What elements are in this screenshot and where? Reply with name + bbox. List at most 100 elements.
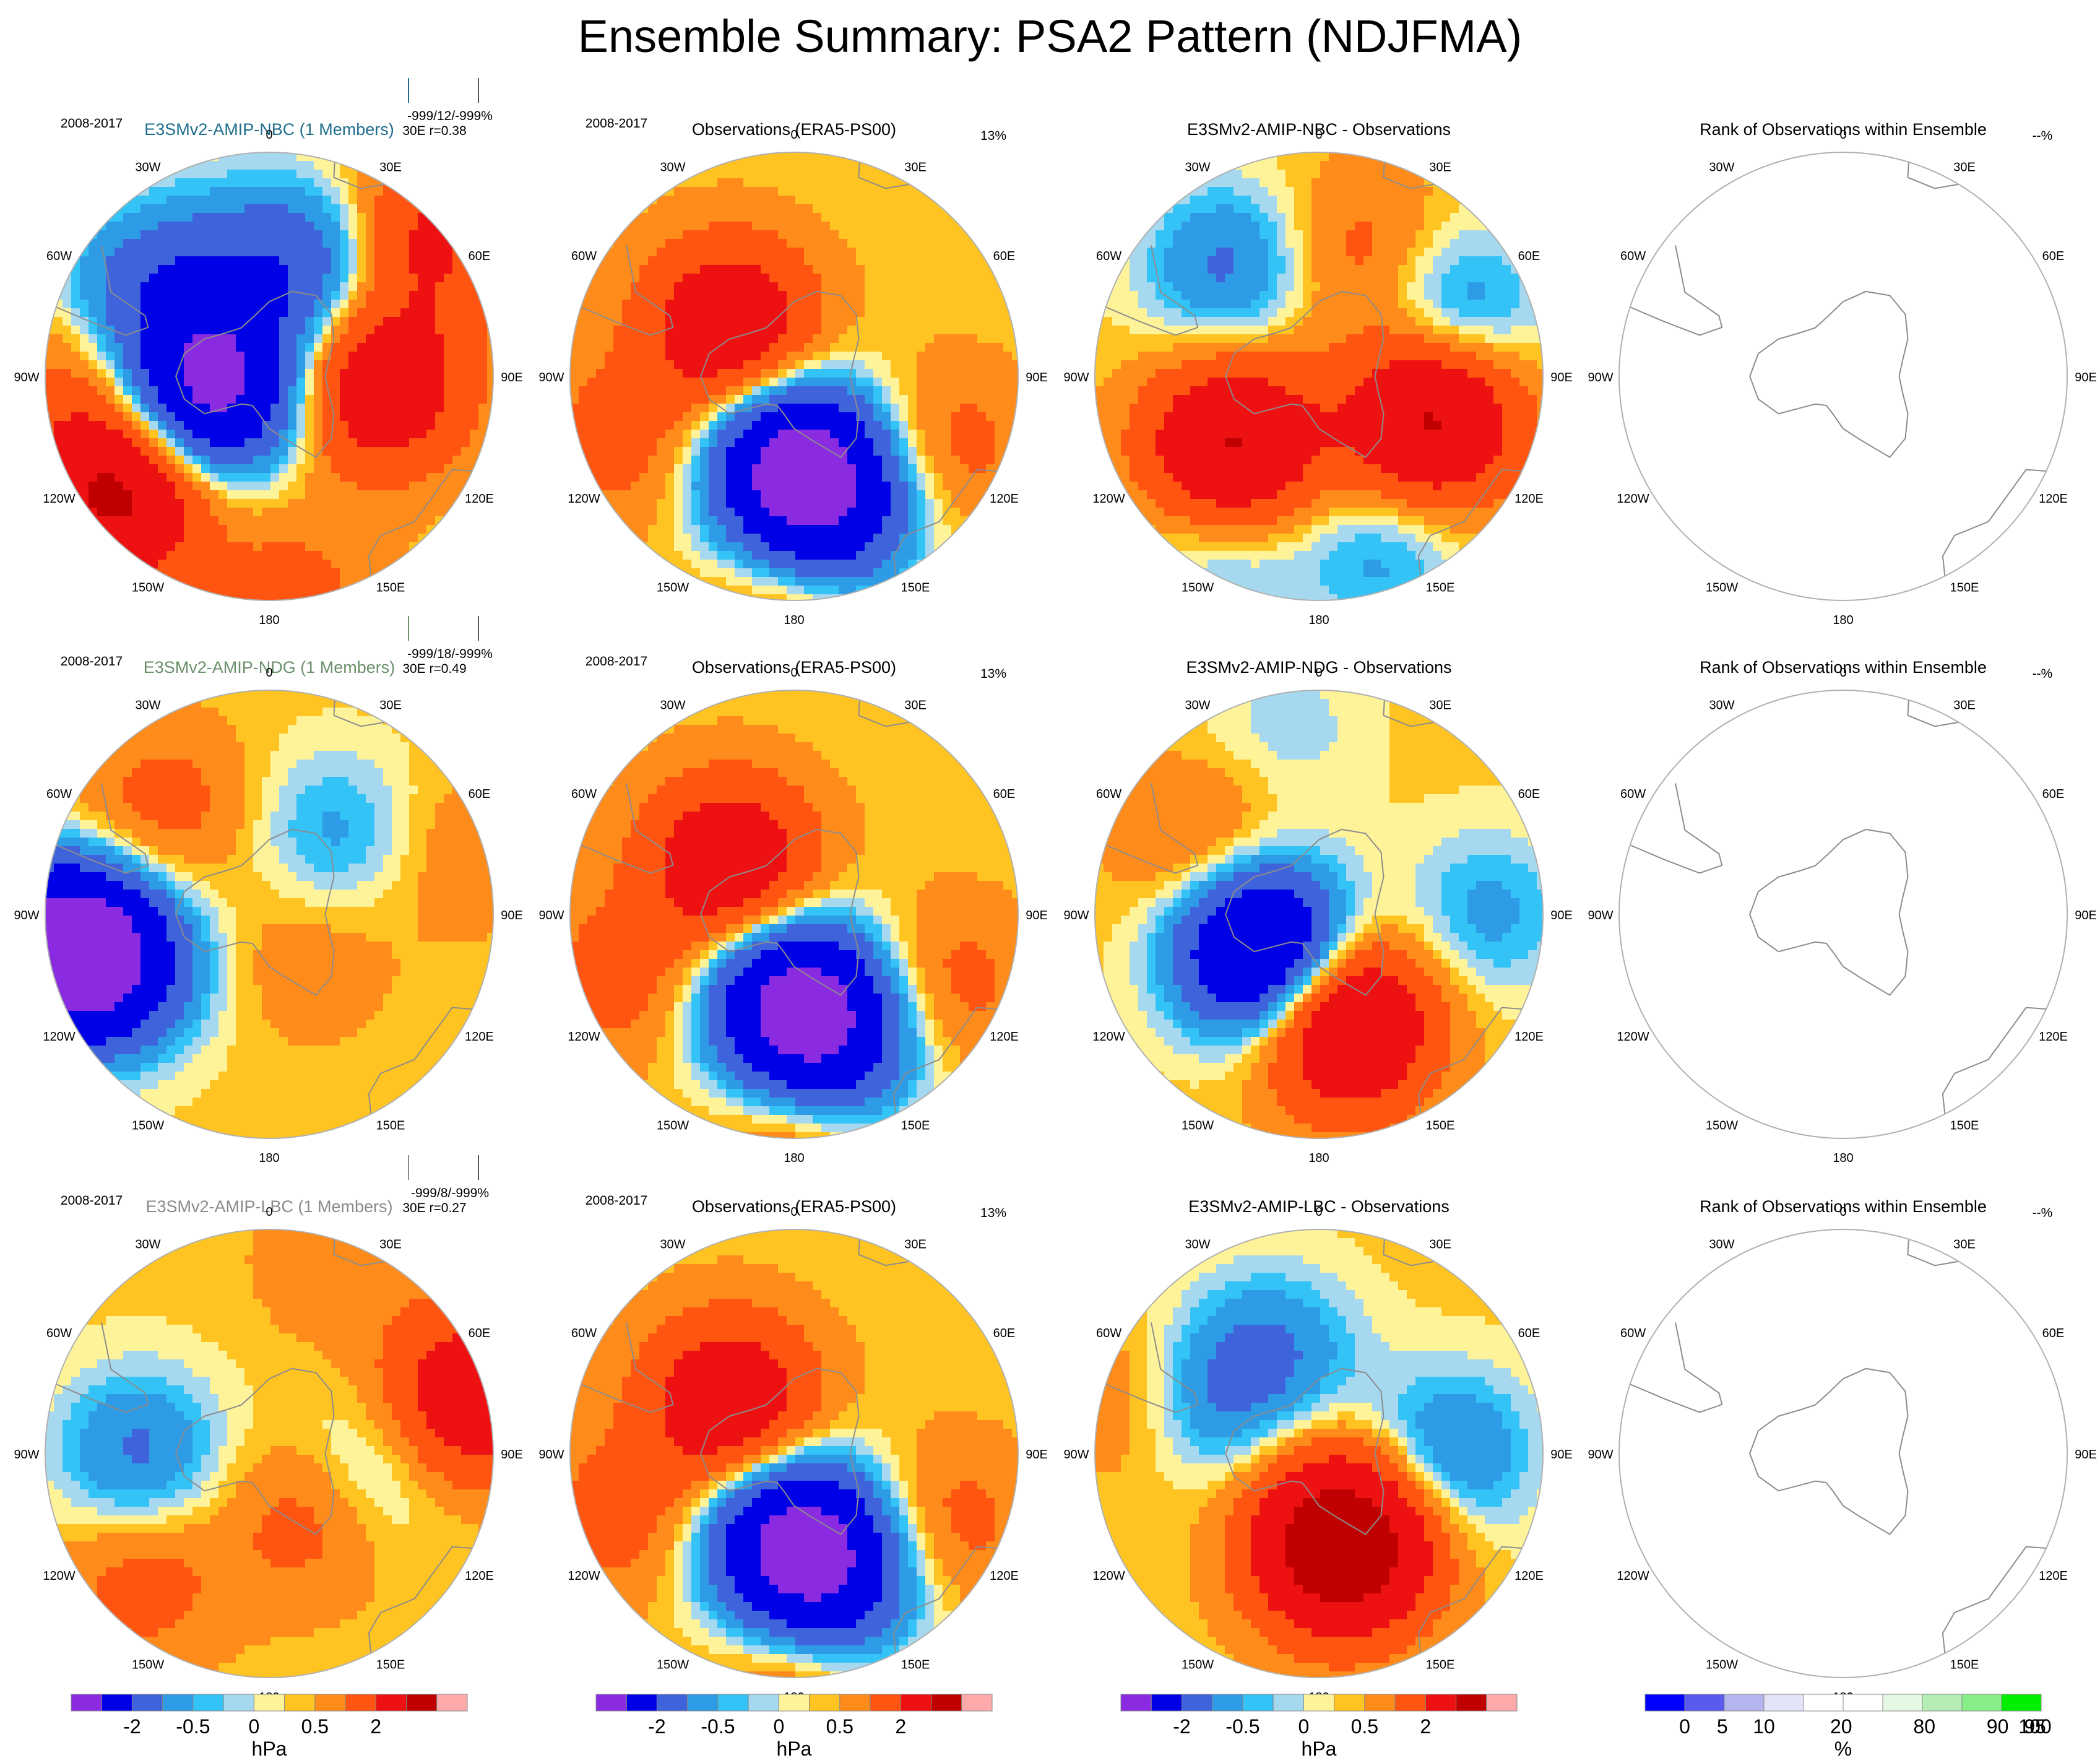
field-cell	[392, 300, 401, 309]
field-cell	[934, 282, 943, 292]
field-cell	[856, 265, 865, 274]
field-cell	[570, 360, 579, 370]
field-cell	[631, 308, 640, 318]
field-cell	[478, 456, 488, 465]
field-cell	[951, 482, 961, 491]
field-cell	[270, 369, 280, 378]
field-cell	[400, 421, 410, 430]
field-cell	[726, 230, 735, 240]
field-cell	[639, 378, 649, 387]
field-cell	[218, 239, 228, 248]
field-cell	[787, 152, 796, 162]
field-cell	[374, 551, 384, 560]
field-cell	[218, 386, 228, 396]
field-cell	[63, 395, 72, 404]
field-cell	[1003, 282, 1013, 292]
field-cell	[80, 447, 89, 456]
field-cell	[787, 239, 796, 248]
field-cell	[54, 230, 63, 240]
field-cell	[461, 300, 470, 309]
field-cell	[986, 378, 995, 387]
field-cell	[357, 274, 366, 283]
field-cell	[873, 404, 883, 413]
field-cell	[700, 464, 709, 474]
field-cell	[605, 204, 614, 214]
field-cell	[184, 464, 193, 474]
field-cell	[726, 395, 735, 404]
field-cell	[986, 274, 995, 283]
field-cell	[218, 473, 228, 482]
field-cell	[149, 525, 158, 534]
field-cell	[995, 178, 1004, 188]
field-cell	[813, 386, 822, 396]
field-cell	[605, 170, 614, 179]
field-cell	[71, 577, 80, 586]
field-cell	[227, 308, 236, 318]
field-cell	[357, 430, 366, 439]
field-cell	[960, 421, 969, 430]
field-cell	[418, 499, 427, 508]
field-cell	[400, 213, 410, 222]
field-cell	[296, 239, 306, 248]
field-cell	[683, 499, 692, 508]
field-cell	[657, 248, 666, 257]
field-cell	[97, 308, 106, 318]
field-cell	[787, 473, 796, 482]
field-cell	[305, 360, 314, 370]
field-cell	[579, 317, 588, 326]
field-cell	[123, 430, 132, 439]
field-cell	[804, 378, 813, 387]
field-cell	[960, 326, 969, 335]
field-cell	[1003, 317, 1013, 326]
field-cell	[340, 265, 349, 274]
field-cell	[778, 196, 787, 205]
field-cell	[366, 499, 375, 508]
field-cell	[717, 187, 727, 196]
field-cell	[89, 161, 98, 170]
field-cell	[761, 516, 770, 526]
field-cell	[270, 352, 280, 361]
field-cell	[366, 395, 375, 404]
field-cell	[461, 170, 470, 179]
field-cell	[925, 464, 935, 474]
field-cell	[270, 508, 280, 517]
field-cell	[244, 256, 254, 266]
field-cell	[45, 300, 54, 309]
field-cell	[461, 421, 470, 430]
field-cell	[856, 239, 865, 248]
field-cell	[115, 378, 124, 387]
field-cell	[596, 516, 605, 526]
field-cell	[149, 438, 158, 448]
field-cell	[340, 534, 349, 543]
field-cell	[115, 395, 124, 404]
field-cell	[726, 248, 735, 257]
field-cell	[665, 334, 675, 344]
field-cell	[830, 412, 839, 422]
field-cell	[830, 256, 839, 266]
field-cell	[917, 265, 926, 274]
field-cell	[383, 213, 392, 222]
field-cell	[348, 482, 358, 491]
field-cell	[943, 378, 952, 387]
field-cell	[210, 308, 219, 318]
field-cell	[804, 404, 813, 413]
field-cell	[218, 464, 228, 474]
field-cell	[175, 490, 184, 500]
field-cell	[418, 291, 427, 300]
field-cell	[366, 516, 375, 526]
field-cell	[934, 300, 943, 309]
field-cell	[166, 542, 176, 552]
field-cell	[995, 447, 1004, 456]
field-cell	[899, 308, 909, 318]
field-cell	[613, 386, 623, 396]
field-cell	[348, 170, 358, 179]
field-cell	[821, 308, 831, 318]
field-cell	[322, 178, 332, 188]
field-cell	[331, 352, 340, 361]
field-cell	[1003, 508, 1013, 517]
field-cell	[613, 204, 623, 214]
field-cell	[54, 334, 63, 344]
field-cell	[977, 456, 987, 465]
field-cell	[717, 508, 727, 517]
field-cell	[279, 412, 288, 422]
